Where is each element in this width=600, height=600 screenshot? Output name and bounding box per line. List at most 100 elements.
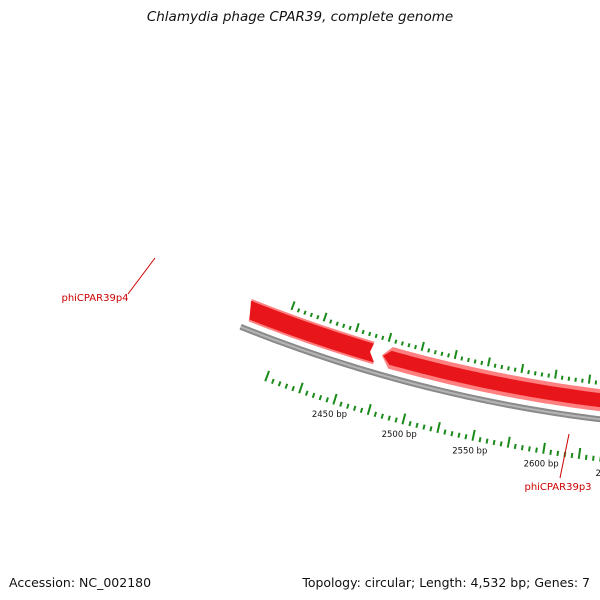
gene-labels: phiCPAR39p4 phiCPAR39p3 (61, 257, 592, 493)
outer-minor-tick (520, 445, 524, 451)
inner-minor-tick (381, 335, 385, 341)
inner-major-tick (520, 363, 525, 374)
outer-minor-tick (429, 426, 433, 432)
inner-minor-tick (374, 333, 378, 339)
map-title: Chlamydia phage CPAR39, complete genome (146, 9, 454, 25)
inner-minor-tick (527, 369, 530, 375)
inner-minor-tick (316, 314, 320, 320)
inner-minor-tick (493, 363, 497, 368)
outer-minor-tick (478, 437, 482, 443)
inner-scale-ticks (290, 301, 598, 385)
outer-minor-tick (284, 383, 289, 389)
outer-minor-tick (271, 378, 275, 385)
outer-major-tick (298, 382, 304, 394)
inner-major-tick (322, 312, 328, 322)
outer-minor-tick (535, 447, 538, 453)
outer-minor-tick (359, 407, 364, 414)
outer-minor-tick (443, 429, 447, 435)
outer-minor-tick (373, 411, 377, 417)
inner-major-tick (355, 323, 360, 333)
inner-minor-tick (507, 366, 510, 371)
gene-label[interactable]: phiCPAR39p3 (524, 482, 591, 493)
inner-minor-tick (440, 351, 444, 356)
inner-minor-tick (513, 367, 517, 372)
inner-minor-tick (329, 319, 333, 324)
outer-major-tick (264, 370, 270, 382)
outer-major-tick (401, 413, 407, 425)
inner-minor-tick (400, 341, 404, 346)
inner-minor-tick (342, 323, 346, 329)
outer-major-tick (577, 447, 582, 460)
inner-minor-tick (467, 357, 470, 363)
inner-major-tick (453, 349, 458, 360)
outer-minor-tick (277, 381, 282, 387)
outer-minor-tick (485, 438, 489, 444)
outer-scale-ticks (264, 370, 600, 462)
inner-minor-tick (594, 380, 598, 385)
inner-minor-tick (361, 329, 365, 335)
outer-minor-tick (339, 401, 343, 407)
outer-minor-tick (387, 415, 391, 421)
outer-minor-tick (422, 424, 426, 430)
inner-minor-tick (427, 348, 431, 353)
scale-labels: 2800 bp2750 bp2700 bp2650 bp2600 bp2550 … (312, 410, 600, 479)
outer-minor-tick (499, 441, 503, 447)
inner-minor-tick (303, 310, 307, 315)
scale-label: 2450 bp (312, 410, 347, 420)
outer-major-tick (471, 429, 476, 441)
outer-minor-tick (492, 439, 496, 446)
inner-minor-tick (540, 372, 544, 377)
inner-minor-tick (473, 359, 477, 364)
gene-label-leader (559, 433, 570, 479)
inner-minor-tick (447, 353, 450, 358)
inner-major-tick (554, 369, 558, 379)
scale-label: 2600 bp (524, 460, 559, 470)
inner-minor-tick (394, 339, 398, 344)
inner-minor-tick (348, 325, 352, 331)
outer-minor-tick (464, 434, 468, 440)
scale-label: 2500 bp (382, 430, 417, 440)
gene-phiCPAR39p3[interactable] (249, 300, 375, 363)
inner-minor-tick (500, 364, 504, 370)
outer-minor-tick (570, 452, 574, 459)
inner-major-tick (420, 341, 425, 351)
outer-minor-tick (528, 446, 531, 452)
outer-minor-tick (305, 390, 309, 396)
outer-minor-tick (549, 449, 553, 455)
inner-minor-tick (574, 377, 577, 382)
scale-label: 2550 bp (452, 446, 487, 456)
outer-minor-tick (415, 422, 419, 429)
outer-minor-tick (592, 455, 595, 461)
gene-label-leader (127, 257, 156, 295)
genome-backbone (239, 323, 600, 423)
outer-minor-tick (450, 431, 454, 437)
inner-minor-tick (581, 378, 584, 383)
gene-label[interactable]: phiCPAR39p4 (61, 293, 128, 304)
outer-minor-tick (513, 443, 517, 450)
outer-minor-tick (584, 454, 588, 460)
inner-minor-tick (414, 344, 418, 350)
outer-minor-tick (325, 397, 329, 403)
inner-minor-tick (433, 349, 437, 355)
accession-label: Accession: NC_002180 (9, 575, 152, 590)
outer-minor-tick (408, 420, 412, 427)
inner-minor-tick (480, 360, 484, 366)
outer-major-tick (436, 421, 441, 434)
inner-minor-tick (547, 373, 551, 378)
outer-minor-tick (311, 392, 316, 399)
inner-major-tick (487, 357, 491, 367)
inner-major-tick (587, 374, 592, 384)
genome-summary-label: Topology: circular; Length: 4,532 bp; Ge… (302, 575, 590, 590)
outer-major-tick (506, 436, 511, 448)
outer-minor-tick (291, 385, 295, 392)
inner-minor-tick (560, 375, 564, 380)
inner-minor-tick (368, 331, 372, 337)
outer-minor-tick (556, 450, 560, 457)
outer-minor-tick (318, 394, 323, 401)
inner-minor-tick (407, 343, 411, 348)
inner-major-tick (290, 301, 296, 311)
gene-phiCPAR39p4[interactable] (383, 350, 600, 418)
gene-track (248, 298, 600, 418)
outer-minor-tick (457, 432, 461, 438)
